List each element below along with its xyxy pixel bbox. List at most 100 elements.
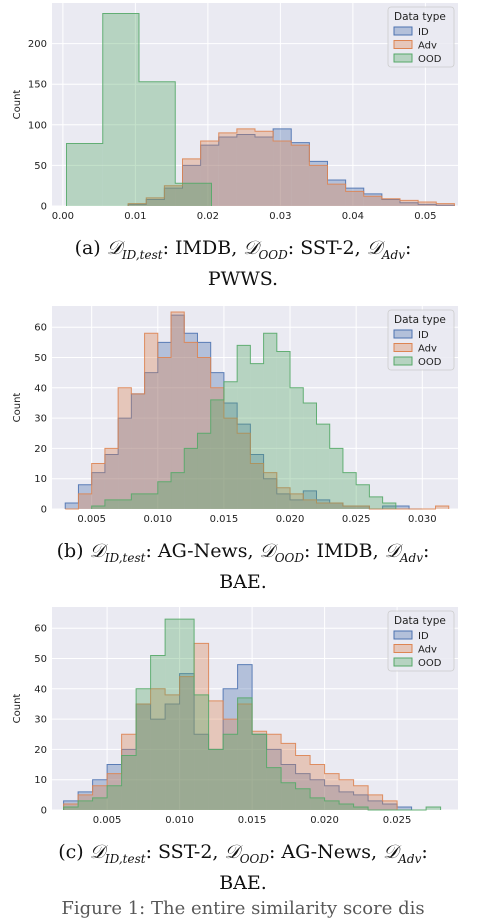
bar-id	[157, 342, 172, 509]
series-id	[64, 314, 423, 510]
legend-title: Data type	[394, 11, 446, 23]
y-axis-label: Count	[12, 393, 23, 423]
bar-adv	[329, 502, 343, 509]
legend-label-ood: OOD	[418, 357, 442, 368]
bar-id	[223, 402, 238, 509]
bar-adv	[381, 198, 400, 206]
bar-adv	[182, 158, 201, 206]
legend-title: Data type	[394, 615, 446, 627]
legend-swatch-id	[393, 630, 413, 640]
bar-adv	[342, 505, 357, 509]
bar-adv	[91, 463, 105, 509]
bar-adv	[104, 448, 119, 509]
bar-id	[327, 180, 346, 206]
bar-id	[255, 136, 274, 206]
x-tick-label: 0.00	[52, 211, 74, 222]
series-adv	[127, 128, 455, 206]
chart-a: 0.00 0.01 0.02 0.03 0.04 0.05 0 50 100 150 200 Coun…	[12, 3, 458, 222]
legend-swatch-ood	[393, 657, 413, 667]
bar-id	[400, 202, 419, 206]
bar-id	[353, 794, 369, 810]
bar-id	[276, 493, 291, 509]
bar-adv	[436, 203, 455, 206]
y-tick-label: 0	[41, 806, 47, 817]
y-tick-label: 0	[41, 505, 47, 516]
bar-id	[200, 145, 219, 206]
bar-adv	[418, 201, 437, 206]
bar-id	[63, 800, 79, 810]
series-adv	[65, 311, 450, 510]
legend-label-adv: Adv	[418, 41, 437, 52]
bar-ood	[356, 484, 370, 509]
bar-adv	[218, 132, 237, 206]
bar-id	[107, 764, 122, 810]
bar-adv	[118, 387, 132, 509]
bar-ood	[175, 183, 212, 206]
bar-id	[136, 703, 151, 810]
legend-label-adv: Adv	[418, 645, 437, 656]
bar-adv	[435, 505, 449, 509]
bar-ood	[121, 755, 137, 810]
outline-adv	[65, 311, 450, 510]
bar-id	[266, 749, 282, 810]
bar-id	[418, 204, 437, 206]
bar-id	[146, 199, 165, 206]
bar-ood	[102, 13, 139, 206]
legend-box	[387, 309, 455, 371]
bar-ood	[66, 143, 103, 206]
bar-id	[194, 734, 209, 810]
bar-adv	[144, 333, 158, 509]
bar-id	[184, 333, 198, 509]
x-tick-label: 0.03	[269, 211, 291, 222]
y-tick-label: 10	[34, 474, 47, 485]
bar-ood	[382, 502, 396, 509]
bar-id	[263, 478, 277, 509]
bar-id	[339, 791, 354, 810]
bar-adv	[303, 499, 317, 509]
x-tick-label: 0.030	[408, 514, 437, 525]
bar-id	[295, 773, 311, 810]
bar-adv	[255, 131, 274, 206]
bar-adv	[273, 141, 292, 206]
bar-adv	[339, 779, 354, 810]
y-axis-label: Count	[12, 694, 23, 724]
series-ood	[66, 13, 212, 206]
bar-adv	[78, 493, 92, 509]
bar-ood	[150, 655, 166, 810]
bar-adv	[400, 200, 419, 206]
x-tick-label: 0.04	[342, 211, 364, 222]
x-tick-label: 0.025	[342, 514, 371, 525]
bar-adv	[237, 703, 253, 810]
bar-id	[316, 499, 330, 509]
bar-ood	[281, 782, 296, 810]
legend-label-id: ID	[418, 27, 429, 38]
bar-adv	[136, 703, 151, 810]
x-tick-label: 0.05	[414, 211, 436, 222]
outline-ood	[63, 618, 442, 811]
bar-ood	[91, 505, 105, 509]
bar-ood	[107, 785, 122, 810]
bar-id	[329, 502, 343, 509]
x-tick-label: 0.01	[124, 211, 146, 222]
bar-adv	[179, 676, 195, 810]
x-tick-label: 0.025	[383, 815, 412, 826]
bar-adv	[194, 643, 209, 810]
bar-id	[290, 499, 304, 509]
bar-ood	[139, 81, 176, 206]
bar-adv	[164, 185, 183, 206]
bar-adv	[150, 688, 166, 810]
legend: Data type ID Adv OOD	[387, 6, 455, 68]
y-tick-label: 50	[34, 161, 47, 172]
bar-adv	[363, 196, 382, 206]
bar-ood	[131, 493, 145, 509]
bar-ood	[144, 493, 158, 509]
bar-adv	[200, 141, 219, 206]
bar-ood	[194, 694, 209, 810]
bar-ood	[208, 749, 224, 810]
bar-id	[273, 128, 292, 206]
bar-ood	[237, 697, 253, 810]
bar-id	[345, 188, 364, 206]
legend: Data type ID Adv OOD	[387, 610, 455, 672]
bar-id	[208, 749, 224, 810]
